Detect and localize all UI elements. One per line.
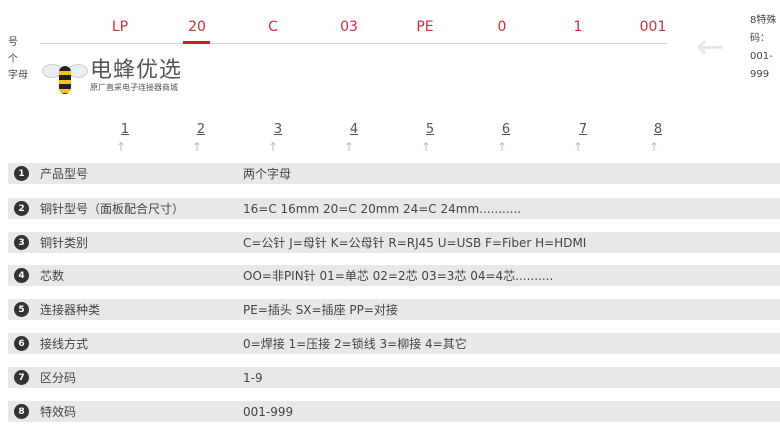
spec-row: 2 铜针型号（面板配合尺寸） 16=C 16mm 20=C 20mm 24=C 24…	[8, 198, 780, 219]
arrow-left-icon: ←	[696, 27, 725, 67]
right-note-line: 001-	[750, 51, 773, 62]
left-note-2: 个	[8, 54, 18, 65]
bee-logo-icon	[40, 58, 90, 98]
spec-label: 连接器种类	[40, 303, 101, 317]
spec-value: 0=焊接 1=压接 2=锁线 3=柳接 4=其它	[243, 337, 467, 351]
code-1: LP	[111, 19, 129, 35]
position-6: 6	[501, 122, 511, 137]
logo-title: 电蜂优选	[90, 58, 183, 83]
spec-value: 两个字母	[243, 167, 292, 181]
code-baseline	[40, 43, 667, 44]
right-note-line: 8特殊	[750, 15, 777, 26]
spec-value: 1-9	[243, 370, 263, 385]
spec-label: 铜针型号（面板配合尺寸）	[40, 202, 185, 216]
code-8: 001	[639, 19, 667, 35]
number-badge: 7	[14, 370, 29, 385]
position-2: 2	[196, 122, 206, 137]
spec-value: PE=插头 SX=插座 PP=对接	[243, 303, 398, 317]
spec-label: 芯数	[40, 269, 65, 283]
active-code-underline	[183, 41, 210, 44]
position-3: 3	[273, 122, 283, 137]
spec-row: 3 铜针类别 C=公针 J=母针 K=公母针 R=RJ45 U=USB F=Fibe…	[8, 232, 780, 253]
number-badge: 6	[14, 336, 29, 351]
left-note-3: 字母	[8, 70, 28, 81]
logo-subtitle: 原厂直采电子连接器商城	[90, 83, 178, 92]
left-note-1: 号	[8, 37, 18, 48]
spec-label: 产品型号	[40, 167, 89, 181]
spec-label: 接线方式	[40, 337, 89, 351]
spec-row: 7 区分码 1-9	[8, 367, 780, 388]
right-note-line: 码：	[750, 33, 770, 44]
arrow-up-icon: ↑	[648, 140, 660, 154]
spec-value: C=公针 J=母针 K=公母针 R=RJ45 U=USB F=Fiber H=H…	[243, 236, 587, 250]
spec-row: 8 特效码 001-999	[8, 401, 780, 422]
spec-value: 16=C 16mm 20=C 20mm 24=C 24mm...........	[243, 201, 522, 216]
position-1: 1	[120, 122, 130, 137]
arrow-up-icon: ↑	[191, 140, 203, 154]
spec-row: 6 接线方式 0=焊接 1=压接 2=锁线 3=柳接 4=其它	[8, 333, 780, 354]
arrow-up-icon: ↑	[420, 140, 432, 154]
arrow-up-icon: ↑	[115, 140, 127, 154]
number-badge: 2	[14, 201, 29, 216]
number-badge: 4	[14, 268, 29, 283]
right-note-line: 999	[750, 69, 770, 80]
spec-row: 5 连接器种类 PE=插头 SX=插座 PP=对接	[8, 299, 780, 320]
spec-row: 4 芯数 OO=非PIN针 01=单芯 02=2芯 03=3芯 04=4芯.....…	[8, 265, 780, 286]
number-badge: 8	[14, 404, 29, 419]
arrow-up-icon: ↑	[343, 140, 355, 154]
code-2: 20	[188, 19, 206, 35]
code-3: C	[268, 19, 278, 35]
spec-value: OO=非PIN针 01=单芯 02=2芯 03=3芯 04=4芯........…	[243, 269, 554, 283]
number-badge: 3	[14, 235, 29, 250]
arrow-up-icon: ↑	[496, 140, 508, 154]
spec-value: 001-999	[243, 404, 294, 419]
number-badge: 5	[14, 302, 29, 317]
position-4: 4	[349, 122, 359, 137]
spec-label: 特效码	[40, 405, 77, 419]
right-note: 8特殊 码： 001- 999	[750, 12, 780, 84]
logo-watermark: 电蜂优选 原厂直采电子连接器商城	[40, 58, 182, 98]
code-6: 0	[497, 19, 507, 35]
arrow-up-icon: ↑	[572, 140, 584, 154]
number-badge: 1	[14, 166, 29, 181]
position-7: 7	[578, 122, 588, 137]
spec-label: 区分码	[40, 371, 77, 385]
spec-label: 铜针类别	[40, 236, 89, 250]
code-4: 03	[340, 19, 358, 35]
code-5: PE	[416, 19, 434, 35]
position-8: 8	[653, 122, 663, 137]
arrow-up-icon: ↑	[267, 140, 279, 154]
position-5: 5	[425, 122, 435, 137]
spec-row: 1 产品型号 两个字母	[8, 163, 780, 184]
code-7: 1	[573, 19, 583, 35]
